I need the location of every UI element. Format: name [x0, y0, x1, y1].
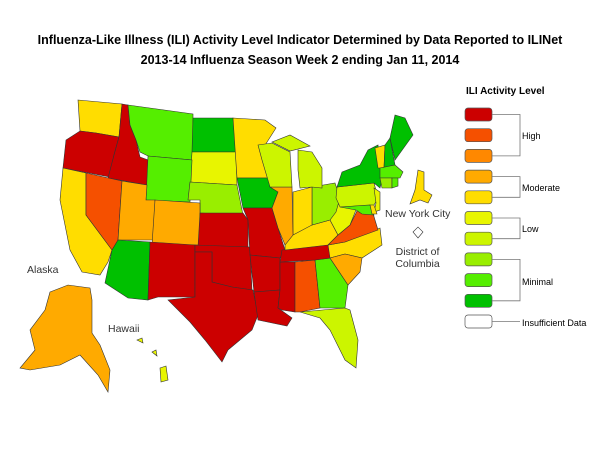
legend-bracket-low: [492, 217, 521, 240]
legend-swatch-level-7: [464, 169, 493, 184]
legend-swatch-level-8: [464, 149, 493, 163]
state-texas: [167, 251, 259, 363]
legend-bracket-minimal: [492, 259, 521, 302]
state-district-of-columbia: [412, 226, 424, 239]
alaska-label: Alaska: [27, 264, 59, 276]
legend-title: ILI Activity Level: [466, 86, 545, 97]
state-hawaii: [136, 337, 169, 383]
dc-label-line2: Columbia: [395, 258, 440, 270]
state-michigan: [271, 134, 323, 189]
state-massachusetts: [379, 164, 404, 179]
state-colorado: [151, 199, 201, 246]
state-south-carolina: [329, 253, 363, 286]
state-north-dakota: [191, 117, 237, 153]
state-maine: [389, 114, 414, 161]
state-mississippi: [277, 261, 296, 313]
legend-swatch-level-10: [464, 107, 493, 122]
legend-group-moderate: Moderate: [522, 183, 561, 193]
state-new-mexico: [147, 241, 196, 301]
state-south-dakota: [189, 151, 238, 186]
legend-swatch-level-6: [464, 190, 493, 205]
legend-insufficient-label: Insufficient Data: [522, 318, 587, 328]
legend-group-high: High: [522, 131, 541, 141]
state-maryland: [339, 204, 375, 216]
hawaii-label: Hawaii: [108, 323, 140, 335]
state-new-york-city: [409, 169, 433, 205]
legend-swatch-level-5: [464, 211, 493, 225]
state-arkansas: [249, 254, 281, 293]
legend-swatch-level-4: [464, 231, 493, 246]
map-subtitle: 2013-14 Influenza Season Week 2 ending J…: [140, 53, 460, 67]
state-new-jersey: [373, 187, 381, 213]
state-kansas: [197, 212, 249, 248]
legend-swatch-level-2: [464, 273, 493, 287]
state-illinois: [268, 186, 294, 246]
state-connecticut: [379, 177, 393, 189]
legend-bracket-moderate: [492, 176, 521, 198]
map-title: Influenza-Like Illness (ILI) Activity Le…: [37, 33, 563, 47]
legend-swatch-level-9: [464, 128, 493, 143]
state-alaska: [19, 284, 111, 393]
dc-label: District of Columbia: [395, 246, 440, 270]
legend-bracket-high: [492, 114, 521, 157]
legend-group-low: Low: [522, 224, 539, 234]
state-virginia: [327, 204, 379, 246]
state-rhode-island: [391, 177, 399, 189]
nyc-label: New York City: [385, 208, 451, 220]
state-wisconsin: [257, 142, 293, 188]
dc-label-line1: District of: [395, 246, 440, 258]
state-delaware: [369, 204, 378, 215]
state-wyoming: [145, 155, 193, 203]
legend-group-minimal: Minimal: [522, 277, 554, 287]
legend-swatch-insufficient: [464, 314, 493, 329]
legend-swatch-level-1: [464, 293, 493, 308]
state-florida: [299, 307, 359, 369]
legend-swatch-level-3: [464, 252, 493, 267]
